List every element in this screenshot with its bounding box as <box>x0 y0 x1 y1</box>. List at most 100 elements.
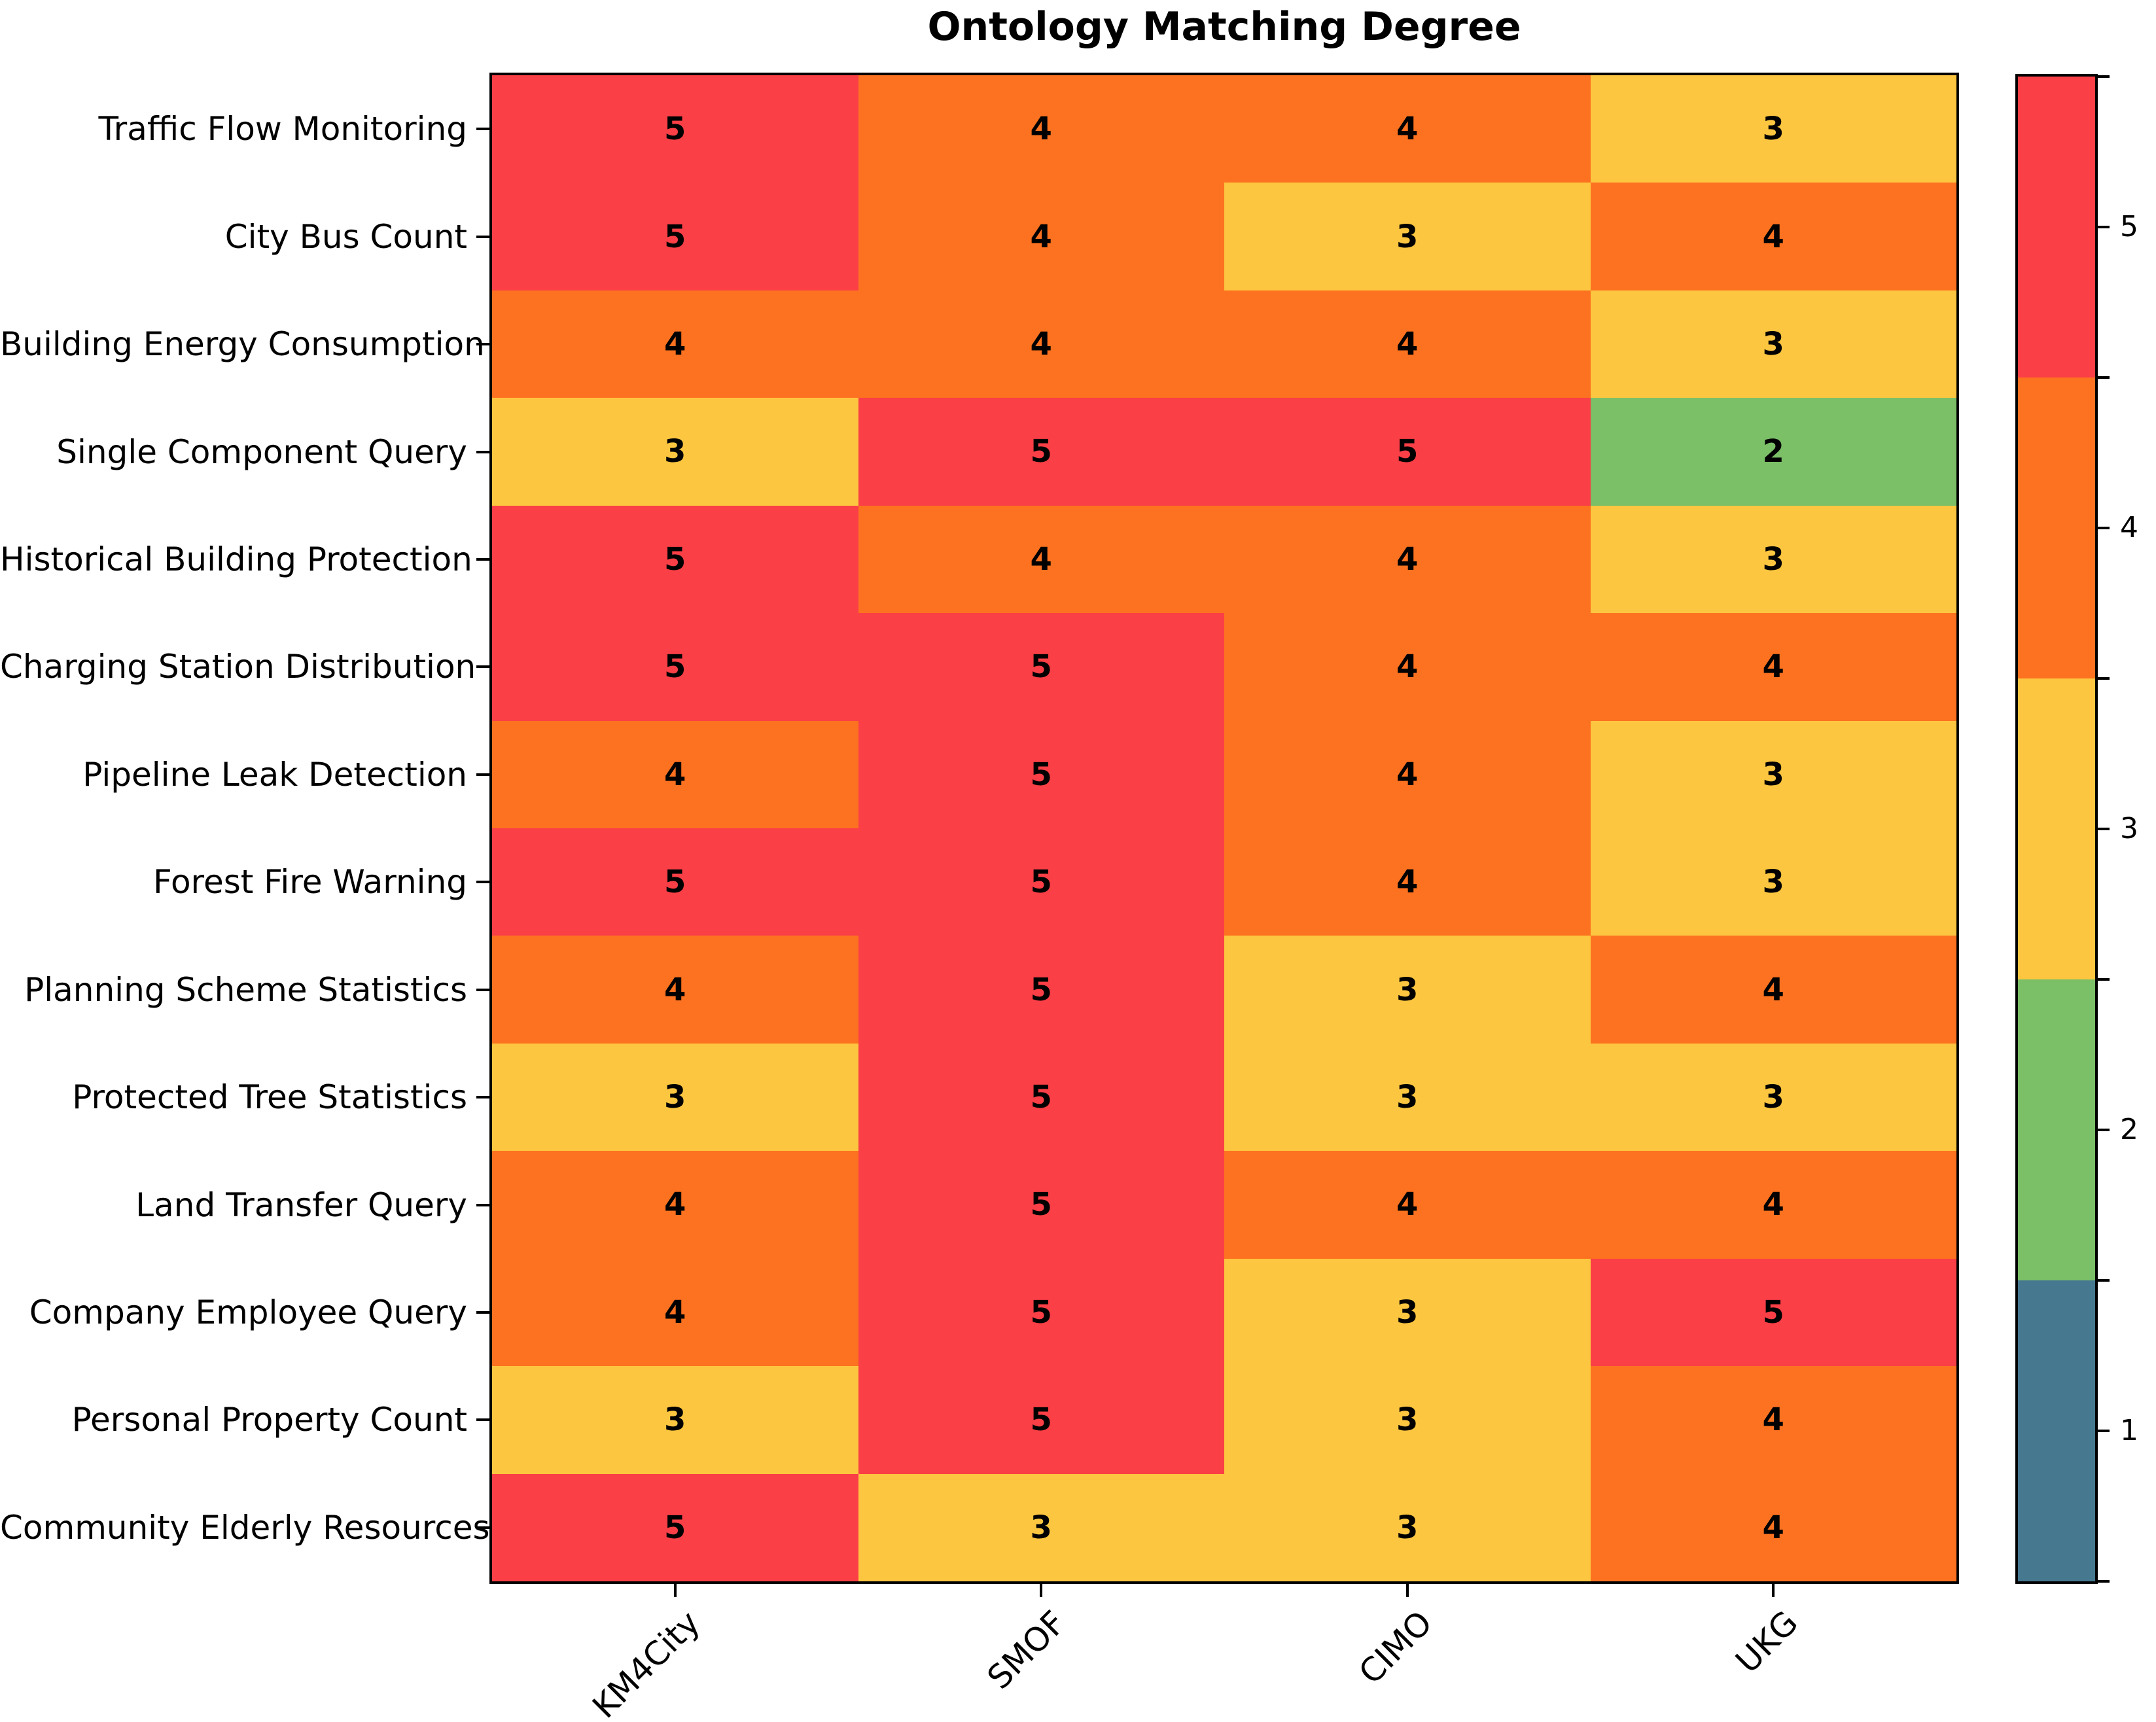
y-axis-tick <box>476 235 489 238</box>
cell-value: 4 <box>1030 111 1052 148</box>
colorbar-segment <box>2018 77 2095 378</box>
cell-value: 5 <box>1030 433 1052 470</box>
heatmap-cell: 4 <box>1590 613 1956 721</box>
y-axis-tick <box>476 128 489 131</box>
row-label: Historical Building Protection <box>0 540 472 578</box>
heatmap-cell: 5 <box>858 613 1224 721</box>
heatmap-cell: 3 <box>1224 183 1591 290</box>
cell-value: 4 <box>1396 864 1419 901</box>
colorbar <box>2015 74 2098 1584</box>
cell-value: 5 <box>1762 1293 1784 1331</box>
heatmap-cell: 4 <box>492 290 858 398</box>
cell-value: 4 <box>1396 540 1419 578</box>
heatmap-cell: 3 <box>1590 828 1956 936</box>
colorbar-segment <box>2018 678 2095 979</box>
heatmap-cell: 3 <box>1224 1258 1591 1367</box>
heatmap-cell: 5 <box>492 613 858 721</box>
row-label: Charging Station Distribution <box>0 648 476 686</box>
cell-value: 5 <box>664 111 686 148</box>
heatmap-cell: 4 <box>1590 1151 1956 1259</box>
x-axis-tick <box>1040 1584 1043 1597</box>
heatmap-cell: 5 <box>492 828 858 936</box>
heatmap-cell: 5 <box>858 1043 1224 1151</box>
y-axis-tick <box>476 1418 489 1422</box>
heatmap-cell: 4 <box>492 720 858 828</box>
heatmap-cell: 4 <box>1224 290 1591 398</box>
row-label: Pipeline Leak Detection <box>82 755 467 794</box>
heatmap-cell: 4 <box>1224 828 1591 936</box>
heatmap-cell: 3 <box>1590 75 1956 183</box>
heatmap-cell: 4 <box>858 183 1224 290</box>
heatmap-cell: 5 <box>858 398 1224 506</box>
heatmap-cell: 3 <box>1224 1366 1591 1474</box>
heatmap-cell: 3 <box>858 1473 1224 1581</box>
cell-value: 4 <box>1762 648 1784 686</box>
heatmap-cell: 3 <box>492 398 858 506</box>
cell-value: 3 <box>1396 1079 1419 1116</box>
column-label: CIMO <box>1351 1604 1440 1692</box>
heatmap-cell: 5 <box>858 720 1224 828</box>
cell-value: 3 <box>1396 1509 1419 1546</box>
heatmap-cell: 4 <box>1224 1151 1591 1259</box>
cell-value: 2 <box>1762 433 1784 470</box>
colorbar-tick <box>2098 1129 2110 1131</box>
cell-value: 3 <box>1762 864 1784 901</box>
cell-value: 4 <box>1762 1186 1784 1223</box>
cell-value: 3 <box>1762 326 1784 363</box>
heatmap-cell: 4 <box>1590 1366 1956 1474</box>
colorbar-boundary-tick <box>2098 978 2110 981</box>
heatmap-cell: 5 <box>858 1258 1224 1367</box>
y-axis-tick <box>476 343 489 346</box>
colorbar-tick-label: 4 <box>2120 511 2138 544</box>
heatmap-cell: 3 <box>1224 1473 1591 1581</box>
column-label: KM4City <box>585 1604 707 1722</box>
cell-value: 4 <box>1396 756 1419 793</box>
heatmap-cell: 3 <box>1224 1043 1591 1151</box>
cell-value: 3 <box>1396 1401 1419 1439</box>
cell-value: 5 <box>1030 1401 1052 1439</box>
heatmap-cell: 4 <box>858 75 1224 183</box>
heatmap-cell: 5 <box>858 1151 1224 1259</box>
heatmap-cell: 4 <box>492 1151 858 1259</box>
y-axis-tick <box>476 1526 489 1529</box>
y-axis-tick <box>476 1203 489 1206</box>
cell-value: 4 <box>664 1293 686 1331</box>
cell-value: 4 <box>1030 218 1052 255</box>
cell-value: 3 <box>1762 111 1784 148</box>
cell-value: 4 <box>1762 1401 1784 1439</box>
colorbar-tick-label: 3 <box>2120 812 2138 845</box>
cell-value: 4 <box>1396 326 1419 363</box>
cell-value: 5 <box>664 864 686 901</box>
heatmap-cell: 4 <box>1224 720 1591 828</box>
y-axis-tick <box>476 988 489 991</box>
x-axis-tick <box>673 1584 677 1597</box>
row-label: Forest Fire Warning <box>152 863 467 902</box>
heatmap-cell: 3 <box>1224 936 1591 1044</box>
heatmap-cell: 5 <box>492 505 858 614</box>
cell-value: 5 <box>1030 756 1052 793</box>
row-label: City Bus Count <box>224 217 467 256</box>
cell-value: 4 <box>1030 326 1052 363</box>
heatmap-cell: 3 <box>1590 290 1956 398</box>
cell-value: 4 <box>1762 1509 1784 1546</box>
x-axis-tick <box>1772 1584 1775 1597</box>
cell-value: 5 <box>1030 1186 1052 1223</box>
row-label: Single Component Query <box>56 432 467 471</box>
cell-value: 5 <box>1030 648 1052 686</box>
heatmap-cell: 4 <box>1224 75 1591 183</box>
colorbar-tick <box>2098 828 2110 830</box>
colorbar-tick <box>2098 527 2110 529</box>
heatmap-cell: 4 <box>1590 936 1956 1044</box>
colorbar-segment <box>2018 1280 2095 1581</box>
heatmap-cell: 3 <box>1590 505 1956 614</box>
heatmap-cell: 4 <box>1224 613 1591 721</box>
colorbar-tick-label: 2 <box>2120 1113 2138 1146</box>
heatmap-cell: 3 <box>492 1366 858 1474</box>
column-label: SMOF <box>980 1604 1074 1697</box>
cell-value: 3 <box>1396 971 1419 1008</box>
cell-value: 3 <box>1762 756 1784 793</box>
row-label: Building Energy Consumption <box>0 325 485 364</box>
y-axis-tick <box>476 557 489 561</box>
column-label: UKG <box>1728 1604 1806 1681</box>
